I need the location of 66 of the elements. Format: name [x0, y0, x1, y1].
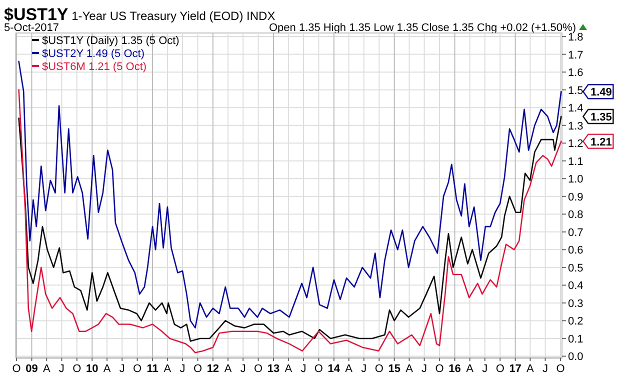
x-tick-label: A — [526, 363, 535, 375]
y-tick-label: 0.2 — [568, 316, 584, 328]
x-tick-label: A — [406, 363, 414, 375]
y-tick-label: 1.3 — [568, 120, 584, 132]
y-tick-label: 1.0 — [568, 174, 584, 186]
legend-label: $UST6M 1.21 (5 Oct) — [42, 61, 147, 73]
x-tick-label: J — [542, 363, 548, 375]
y-tick-label: 1.4 — [568, 102, 584, 115]
x-tick-label: J — [240, 363, 246, 375]
x-tick-label: O — [72, 363, 82, 375]
x-tick-label: J — [482, 363, 488, 375]
y-tick-label: 0.1 — [568, 333, 584, 346]
x-tick-label: 14 — [328, 363, 341, 375]
x-tick-label: O — [314, 363, 324, 375]
legend-label: $UST2Y 1.49 (5 Oct) — [42, 48, 145, 60]
legend-label: $UST1Y (Daily) 1.35 (5 Oct) — [42, 35, 180, 47]
x-tick-label: O — [12, 363, 22, 375]
x-tick-label: J — [58, 363, 64, 375]
x-tick-label: 17 — [509, 363, 522, 375]
y-tick-label: 0.7 — [568, 226, 584, 239]
x-tick-label: 10 — [86, 363, 98, 375]
x-tick-label: 16 — [448, 363, 461, 375]
x-tick-label: J — [119, 363, 125, 375]
y-tick-label: 1.7 — [568, 49, 584, 62]
x-tick-label: O — [193, 363, 202, 375]
line-series — [18, 60, 562, 328]
y-tick-label: 1.5 — [568, 84, 584, 97]
x-tick-label: J — [180, 363, 186, 375]
x-tick-label: O — [254, 363, 264, 375]
y-tick-label: 0.5 — [568, 262, 584, 274]
x-tick-label: A — [284, 363, 293, 375]
x-tick-label: J — [422, 363, 428, 375]
y-tick-label: 0.6 — [568, 244, 584, 257]
y-tick-label: 1.2 — [568, 138, 584, 150]
x-tick-label: A — [42, 363, 51, 375]
chart-title: $UST1Y 1-Year US Treasury Yield (EOD) INDX — [4, 5, 276, 24]
annotation: 1.21 — [590, 136, 612, 148]
x-tick-label: O — [556, 363, 566, 375]
x-tick-label: 11 — [146, 363, 158, 375]
x-tick-label: A — [164, 363, 172, 375]
x-tick-label: 12 — [206, 363, 220, 375]
x-tick-label: A — [345, 363, 354, 375]
annotation: Open 1.35 High 1.35 Low 1.35 Close 1.35 Chg +0.02 (+1.50%) — [269, 22, 576, 34]
y-tick-label: 1.8 — [568, 32, 584, 44]
x-tick-label: A — [224, 363, 232, 375]
y-tick-label: 0.9 — [568, 191, 584, 204]
annotation: 1.49 — [590, 86, 612, 99]
y-tick-label: 0.0 — [568, 351, 584, 364]
x-tick-label: A — [103, 363, 112, 375]
y-tick-label: 0.8 — [568, 209, 584, 222]
y-tick-label: 0.4 — [568, 280, 584, 292]
x-tick-label: O — [133, 363, 142, 375]
x-tick-label: 15 — [388, 363, 400, 375]
x-tick-label: 13 — [267, 363, 280, 375]
y-tick-label: 1.1 — [568, 156, 584, 168]
y-tick-label: 0.3 — [568, 298, 584, 310]
x-tick-label: O — [374, 363, 384, 375]
x-tick-label: O — [496, 363, 505, 375]
annotation: 1.35 — [590, 111, 612, 124]
x-tick-label: 09 — [26, 363, 38, 375]
x-tick-label: J — [361, 363, 367, 375]
x-tick-label: A — [466, 363, 474, 375]
x-tick-label: J — [300, 363, 306, 375]
y-tick-label: 1.6 — [568, 67, 584, 80]
x-tick-label: O — [435, 363, 444, 375]
chart-subtitle: 5-Oct-2017 — [4, 22, 60, 34]
